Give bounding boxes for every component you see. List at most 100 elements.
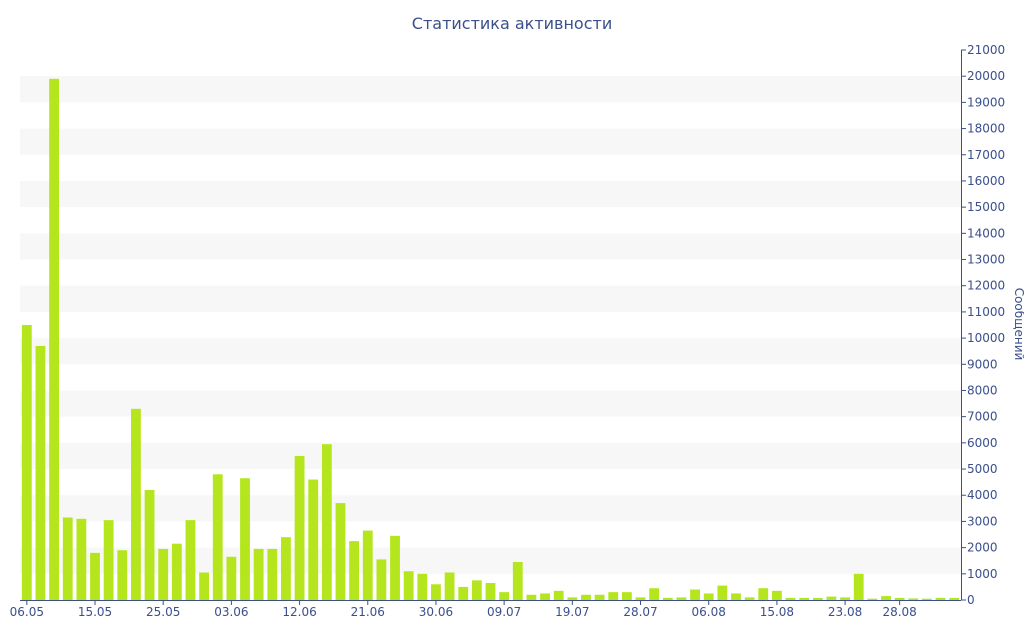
bar	[362, 530, 373, 600]
x-tick-label: 19.07	[555, 605, 589, 619]
bar	[908, 598, 919, 600]
bar	[458, 586, 469, 600]
y-tick-label: 10000	[967, 331, 1005, 345]
bar	[267, 548, 278, 600]
bar	[117, 550, 128, 600]
y-tick-label: 19000	[967, 95, 1005, 109]
y-tick-label: 12000	[967, 279, 1005, 293]
y-tick-label: 11000	[967, 305, 1005, 319]
bar	[49, 78, 60, 601]
y-tick-label: 21000	[967, 43, 1005, 57]
grid-band	[20, 128, 961, 155]
bar	[308, 479, 319, 600]
bar	[717, 585, 728, 600]
x-tick-label: 03.06	[214, 605, 248, 619]
bar	[594, 594, 605, 600]
y-tick-label: 15000	[967, 200, 1005, 214]
y-tick-label: 0	[967, 593, 975, 607]
bar	[581, 594, 591, 600]
bar	[881, 596, 891, 600]
bar	[390, 535, 400, 600]
bar	[608, 592, 619, 600]
bar	[199, 572, 210, 600]
bar	[799, 597, 810, 600]
y-tick-label: 8000	[967, 383, 998, 397]
x-tick-label: 12.06	[282, 605, 316, 619]
x-tick-label: 30.06	[419, 605, 453, 619]
bar	[485, 582, 496, 600]
y-axis: 0 1000 2000 3000 4000 5000 6000 7000 8000 9000 100…	[961, 43, 1005, 607]
y-tick-label: 4000	[967, 488, 998, 502]
bar	[281, 537, 291, 600]
bar	[853, 573, 864, 600]
x-tick-label: 06.08	[692, 605, 726, 619]
bar	[635, 597, 646, 600]
x-tick-label: 09.07	[487, 605, 521, 619]
bar	[649, 588, 660, 600]
bar	[90, 552, 100, 600]
y-tick-label: 1000	[967, 567, 998, 581]
bar	[349, 541, 360, 600]
x-tick-label: 28.08	[882, 605, 916, 619]
bar	[526, 594, 537, 600]
grid-band	[20, 390, 961, 417]
bars	[21, 78, 960, 601]
bar	[321, 444, 332, 600]
y-tick-label: 13000	[967, 253, 1005, 267]
bar	[144, 490, 155, 600]
bar	[567, 597, 578, 600]
bar	[785, 597, 796, 600]
x-tick-label: 21.06	[351, 605, 385, 619]
x-tick-label: 15.08	[760, 605, 794, 619]
x-tick-label: 06.05	[10, 605, 44, 619]
bar	[676, 597, 687, 600]
grid-bands	[20, 76, 961, 574]
bar	[662, 597, 673, 600]
grid-band	[20, 442, 961, 470]
bar	[403, 571, 414, 600]
bar	[758, 588, 769, 600]
y-tick-label: 2000	[967, 541, 998, 555]
bar	[431, 584, 441, 600]
bar	[512, 562, 523, 600]
bar	[771, 590, 782, 600]
x-tick-label: 28.07	[623, 605, 657, 619]
bar	[226, 556, 237, 600]
x-tick-label: 15.05	[78, 605, 112, 619]
bar	[703, 593, 714, 600]
bar	[935, 597, 946, 600]
y-tick-label: 17000	[967, 148, 1005, 162]
grid-band	[20, 180, 961, 208]
bar	[690, 589, 700, 600]
bar	[499, 592, 510, 600]
grid-band	[20, 338, 961, 365]
bar	[553, 590, 564, 600]
bar	[812, 597, 823, 600]
bar	[867, 598, 878, 600]
bar	[76, 518, 87, 600]
bar	[171, 543, 182, 600]
x-tick-label: 25.05	[146, 605, 180, 619]
bar	[158, 548, 169, 600]
y-tick-label: 18000	[967, 122, 1005, 136]
chart-title: Статистика активности	[411, 14, 613, 33]
bar	[21, 325, 32, 600]
y-axis-title: Сообщений	[1012, 288, 1024, 361]
bar	[103, 520, 114, 600]
y-tick-label: 7000	[967, 410, 998, 424]
bar	[894, 597, 905, 600]
bar	[294, 455, 305, 600]
bar	[212, 474, 223, 600]
bar	[417, 573, 428, 600]
y-tick-label: 3000	[967, 514, 998, 528]
bar	[731, 593, 741, 600]
grid-band	[20, 495, 961, 522]
x-tick-label: 23.08	[828, 605, 862, 619]
y-tick-label: 9000	[967, 357, 998, 371]
bar	[185, 520, 196, 600]
bar	[335, 503, 346, 600]
bar	[826, 596, 837, 600]
bar	[253, 548, 264, 600]
bar	[62, 517, 73, 600]
